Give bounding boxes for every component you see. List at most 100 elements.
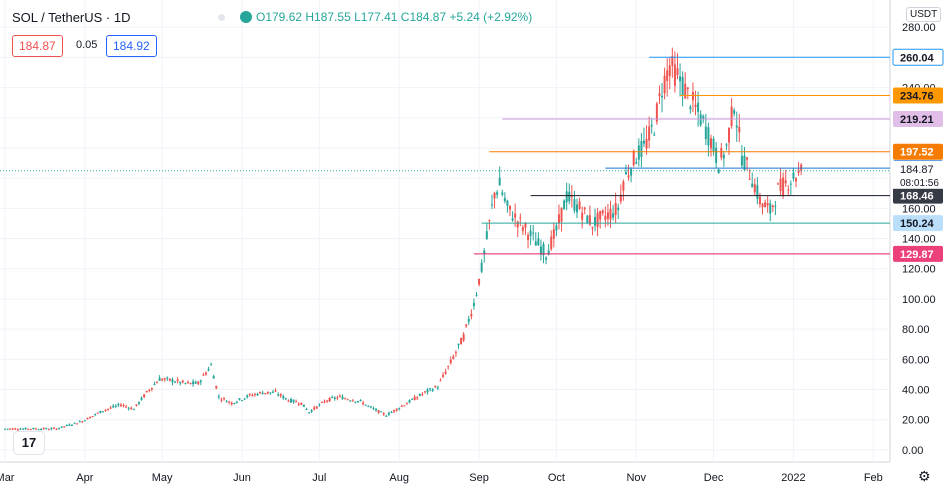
x-tick-label: 2022 <box>781 472 805 484</box>
spread-value: 0.05 <box>76 39 98 51</box>
candle-body <box>619 194 622 202</box>
candle-body <box>331 397 334 399</box>
candle-body <box>519 217 522 219</box>
level-label: 168.46 <box>900 191 934 203</box>
candle-body <box>68 424 71 426</box>
candle-body <box>382 413 385 415</box>
y-tick-label: 140.00 <box>902 234 936 246</box>
candle-body <box>488 220 491 222</box>
sell-price-box[interactable]: 184.87 <box>12 35 63 57</box>
candle-body <box>380 411 383 413</box>
candle-body <box>70 424 73 426</box>
candle-body <box>663 75 666 94</box>
candle-body <box>779 178 782 192</box>
buy-price-box[interactable]: 184.92 <box>106 35 157 57</box>
candle-body <box>596 212 599 227</box>
candle-body <box>447 365 450 367</box>
level-label: 219.21 <box>900 114 934 126</box>
candle-body <box>192 381 195 385</box>
candle-body <box>261 392 264 395</box>
currency-badge[interactable]: USDT <box>906 7 942 22</box>
candle-body <box>416 397 419 399</box>
candle-body <box>91 416 94 418</box>
candle-body <box>27 428 30 430</box>
candle-body <box>76 423 79 425</box>
candle-body <box>215 385 218 389</box>
candle-body <box>498 178 501 186</box>
candle-body <box>318 404 321 406</box>
candle-body <box>454 352 457 354</box>
x-tick-label: Apr <box>76 472 93 484</box>
candle-body <box>158 377 161 381</box>
candle-body <box>282 395 285 399</box>
candle-body <box>122 405 125 407</box>
candle-body <box>47 429 50 431</box>
candle-body <box>356 401 359 403</box>
candle-body <box>483 250 486 254</box>
candle-body <box>684 83 687 99</box>
candle-body <box>789 183 792 185</box>
candle-body <box>130 407 133 410</box>
candle-body <box>284 398 287 400</box>
candle-body <box>32 428 35 430</box>
candle-body <box>604 215 607 220</box>
candle-body <box>552 229 555 239</box>
candle-body <box>148 389 151 391</box>
candle-body <box>501 192 504 195</box>
candle-body <box>377 410 380 413</box>
candle-body <box>573 199 576 211</box>
candle-body <box>403 405 406 407</box>
candle-body <box>709 138 712 149</box>
candle-body <box>635 162 638 164</box>
candle-body <box>637 145 640 160</box>
gear-icon[interactable]: ⚙ <box>918 468 931 484</box>
candle-body <box>751 183 754 188</box>
candle-body <box>109 407 112 409</box>
tradingview-logo-icon[interactable]: 17 <box>14 432 44 454</box>
x-tick-label: Dec <box>704 472 724 484</box>
candle-body <box>640 141 643 157</box>
candle-body <box>599 210 602 220</box>
candle-body <box>52 427 55 429</box>
candle-body <box>496 192 499 195</box>
candle-body <box>37 429 40 431</box>
candle-body <box>194 381 197 384</box>
candle-body <box>297 403 300 405</box>
candle-body <box>478 278 481 285</box>
last-price-label: 184.87 <box>900 164 934 176</box>
candle-body <box>112 405 115 408</box>
candle-body <box>712 138 715 152</box>
candle-body <box>223 398 226 400</box>
candle-body <box>81 421 84 423</box>
candle-body <box>738 126 741 133</box>
candle-body <box>156 382 159 384</box>
candle-body <box>390 412 393 414</box>
candle-body <box>42 427 45 430</box>
candle-body <box>699 114 702 126</box>
candle-body <box>462 334 465 341</box>
candle-body <box>545 257 548 260</box>
candle-body <box>426 389 429 393</box>
candle-body <box>104 409 107 411</box>
candle-body <box>730 106 733 126</box>
candle-body <box>735 125 738 128</box>
candle-body <box>444 371 447 374</box>
candle-body <box>117 403 120 406</box>
candle-body <box>150 387 153 390</box>
candle-body <box>606 212 609 219</box>
candle-body <box>429 388 432 390</box>
visibility-eye-icon[interactable] <box>240 11 252 23</box>
candle-body <box>235 401 238 403</box>
candle-body <box>233 402 236 404</box>
candle-body <box>107 408 110 410</box>
candle-body <box>197 381 200 385</box>
x-tick-label: Sep <box>469 472 489 484</box>
candle-body <box>472 303 475 307</box>
candle-body <box>421 394 424 396</box>
candle-body <box>14 428 17 430</box>
candle-body <box>431 389 434 392</box>
x-tick-label: Aug <box>389 472 409 484</box>
candle-body <box>65 425 68 427</box>
candle-body <box>145 390 148 393</box>
